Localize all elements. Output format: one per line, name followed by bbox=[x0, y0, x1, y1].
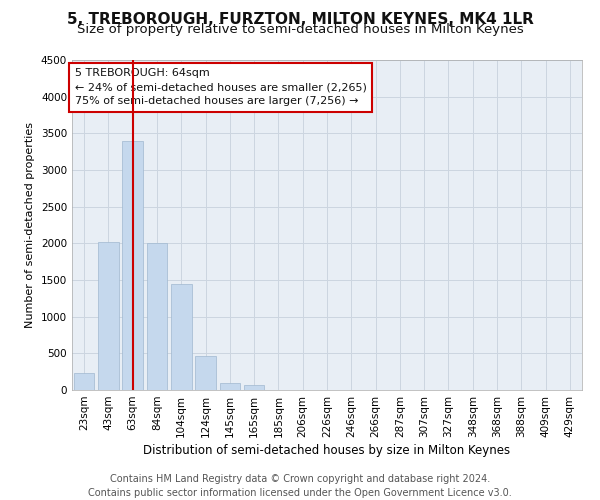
Bar bbox=[244, 385, 265, 390]
Bar bbox=[98, 242, 119, 390]
Text: 5, TREBOROUGH, FURZTON, MILTON KEYNES, MK4 1LR: 5, TREBOROUGH, FURZTON, MILTON KEYNES, M… bbox=[67, 12, 533, 28]
Bar bbox=[220, 382, 240, 390]
Text: 5 TREBOROUGH: 64sqm
← 24% of semi-detached houses are smaller (2,265)
75% of sem: 5 TREBOROUGH: 64sqm ← 24% of semi-detach… bbox=[74, 68, 367, 106]
Y-axis label: Number of semi-detached properties: Number of semi-detached properties bbox=[25, 122, 35, 328]
X-axis label: Distribution of semi-detached houses by size in Milton Keynes: Distribution of semi-detached houses by … bbox=[143, 444, 511, 457]
Text: Contains HM Land Registry data © Crown copyright and database right 2024.
Contai: Contains HM Land Registry data © Crown c… bbox=[88, 474, 512, 498]
Bar bbox=[146, 242, 167, 390]
Bar bbox=[122, 140, 143, 390]
Text: Size of property relative to semi-detached houses in Milton Keynes: Size of property relative to semi-detach… bbox=[77, 22, 523, 36]
Bar bbox=[195, 356, 216, 390]
Bar bbox=[74, 373, 94, 390]
Bar bbox=[171, 284, 191, 390]
